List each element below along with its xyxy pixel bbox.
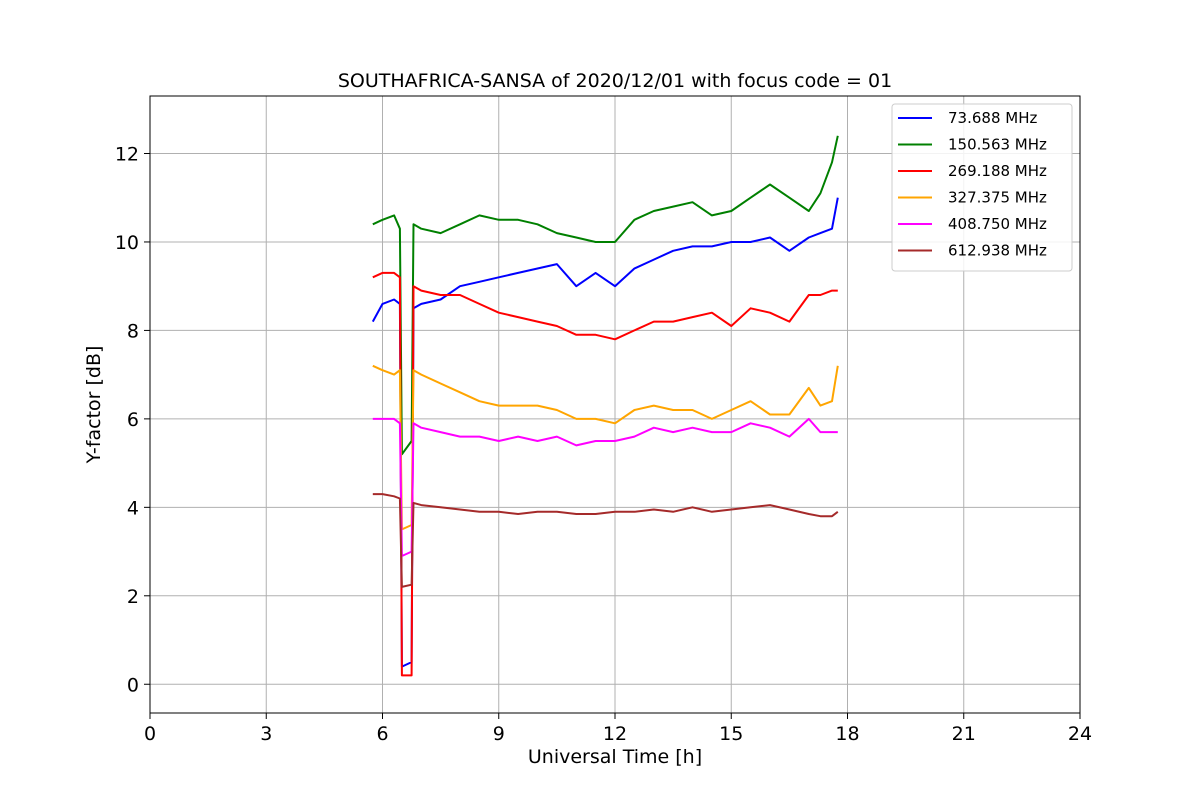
legend-item: 408.750 MHz — [898, 215, 1047, 233]
y-axis-title: Y-factor [dB] — [83, 346, 105, 465]
y-tick-label: 4 — [127, 497, 139, 519]
x-tick-label: 12 — [603, 723, 627, 745]
y-tick-label: 12 — [115, 143, 139, 165]
x-tick-label: 24 — [1068, 723, 1092, 745]
legend-label: 73.688 MHz — [948, 109, 1037, 127]
y-tick-label: 10 — [115, 232, 139, 254]
series-line-2 — [372, 271, 838, 677]
legend-item: 269.188 MHz — [898, 162, 1047, 180]
series-line-5 — [372, 493, 839, 588]
y-axis: 0 2 4 6 8 10 12 — [115, 143, 150, 696]
x-tick-label: 3 — [260, 723, 272, 745]
chart-title: SOUTHAFRICA-SANSA of 2020/12/01 with foc… — [338, 70, 892, 92]
x-tick-label: 15 — [719, 723, 743, 745]
legend-item: 150.563 MHz — [898, 136, 1047, 154]
legend-label: 408.750 MHz — [948, 215, 1047, 233]
x-axis-title: Universal Time [h] — [528, 746, 702, 768]
legend-label: 612.938 MHz — [948, 242, 1047, 260]
legend: 73.688 MHz 150.563 MHz 269.188 MHz 327.375 … — [891, 103, 1073, 272]
y-tick-label: 0 — [127, 674, 139, 696]
legend-label: 269.188 MHz — [948, 162, 1047, 180]
legend-label: 327.375 MHz — [948, 189, 1047, 207]
x-tick-label: 9 — [493, 723, 505, 745]
series-layer — [371, 135, 839, 677]
x-tick-label: 0 — [144, 723, 156, 745]
x-tick-label: 6 — [376, 723, 388, 745]
legend-item: 327.375 MHz — [898, 189, 1047, 207]
legend-item: 612.938 MHz — [898, 242, 1047, 260]
x-axis: 0 3 6 9 12 15 18 21 24 — [144, 713, 1092, 745]
y-tick-label: 8 — [127, 320, 139, 342]
y-tick-label: 2 — [127, 586, 139, 608]
y-tick-label: 6 — [127, 409, 139, 431]
legend-label: 150.563 MHz — [948, 136, 1047, 154]
x-tick-label: 21 — [952, 723, 976, 745]
legend-item: 73.688 MHz — [898, 109, 1037, 127]
legend-box — [891, 103, 1073, 272]
x-tick-label: 18 — [835, 723, 859, 745]
series-line-1 — [372, 135, 839, 456]
